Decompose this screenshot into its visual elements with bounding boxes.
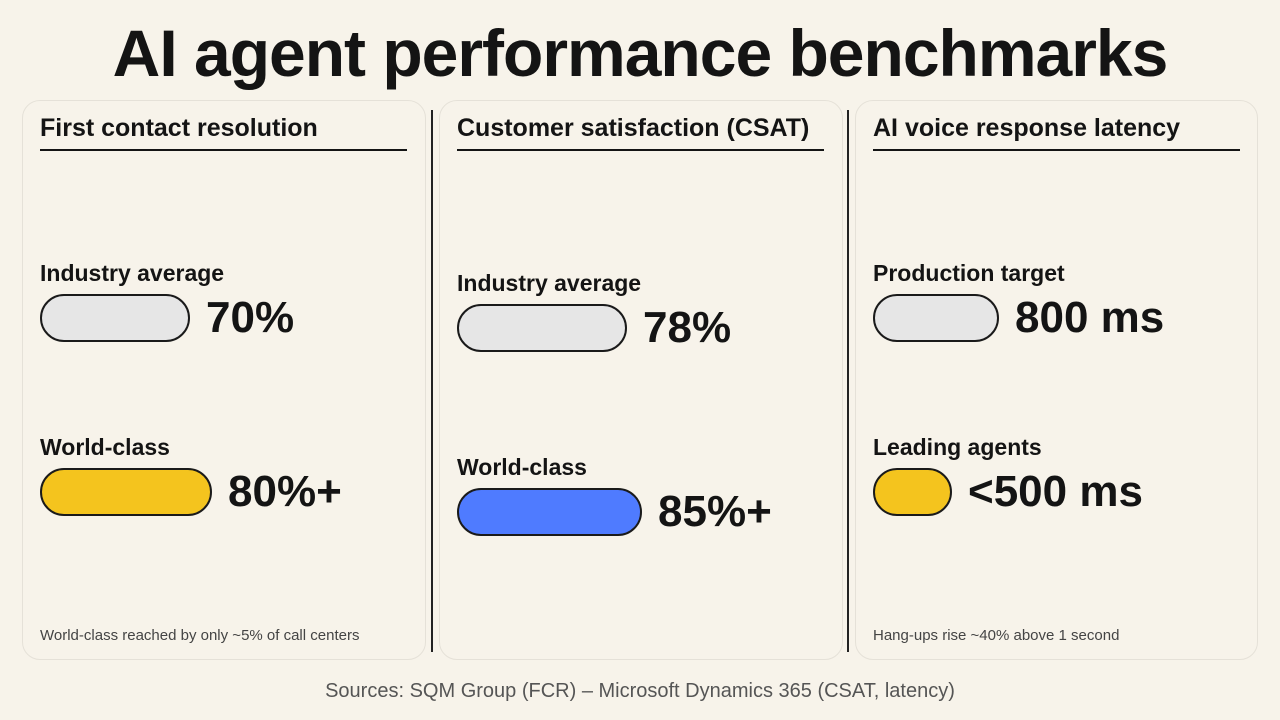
fcr-world-class-label: World-class: [40, 434, 170, 460]
latency-production-target-label: Production target: [873, 260, 1065, 286]
latency-leading-agents-label: Leading agents: [873, 434, 1042, 460]
latency-production-target-bar: [873, 294, 999, 342]
fcr-panel-title: First contact resolution: [40, 113, 407, 151]
csat-world-class-value: 85%+: [658, 487, 772, 536]
fcr-world-class: World-class 80%+: [40, 433, 342, 517]
csat-world-class-bar: [457, 488, 642, 536]
page-title: AI agent performance benchmarks: [112, 16, 1169, 90]
fcr-industry-average-bar: [40, 294, 190, 342]
fcr-world-class-value: 80%+: [228, 467, 342, 516]
latency-panel: AI voice response latency Production tar…: [855, 100, 1258, 660]
csat-panel: Customer satisfaction (CSAT) Industry av…: [439, 100, 843, 660]
latency-production-target-value: 800 ms: [1015, 293, 1165, 342]
csat-industry-average-label: Industry average: [457, 270, 642, 296]
latency-leading-agents: Leading agents <500 ms: [873, 433, 1143, 517]
fcr-industry-average-label: Industry average: [40, 260, 225, 286]
latency-production-target: Production target 800 ms: [873, 259, 1164, 343]
latency-note: Hang-ups rise ~40% above 1 second: [873, 627, 1120, 644]
fcr-industry-average: Industry average 70%: [40, 259, 294, 343]
latency-leading-agents-bar: [873, 468, 952, 516]
latency-leading-agents-value: <500 ms: [968, 467, 1143, 516]
fcr-industry-average-value: 70%: [206, 293, 295, 342]
panel-divider-2: [847, 110, 849, 652]
csat-world-class-label: World-class: [457, 454, 587, 480]
csat-industry-average-bar: [457, 304, 627, 352]
sources-footnote: Sources: SQM Group (FCR) – Microsoft Dyn…: [325, 680, 955, 702]
csat-world-class: World-class 85%+: [457, 453, 772, 537]
fcr-panel: First contact resolution Industry averag…: [22, 100, 426, 660]
fcr-note: World-class reached by only ~5% of call …: [40, 627, 360, 644]
csat-industry-average-value: 78%: [643, 303, 732, 352]
fcr-world-class-bar: [40, 468, 212, 516]
panel-divider-1: [431, 110, 433, 652]
csat-panel-title: Customer satisfaction (CSAT): [457, 113, 824, 151]
latency-panel-title: AI voice response latency: [873, 113, 1240, 151]
csat-industry-average: Industry average 78%: [457, 269, 731, 353]
